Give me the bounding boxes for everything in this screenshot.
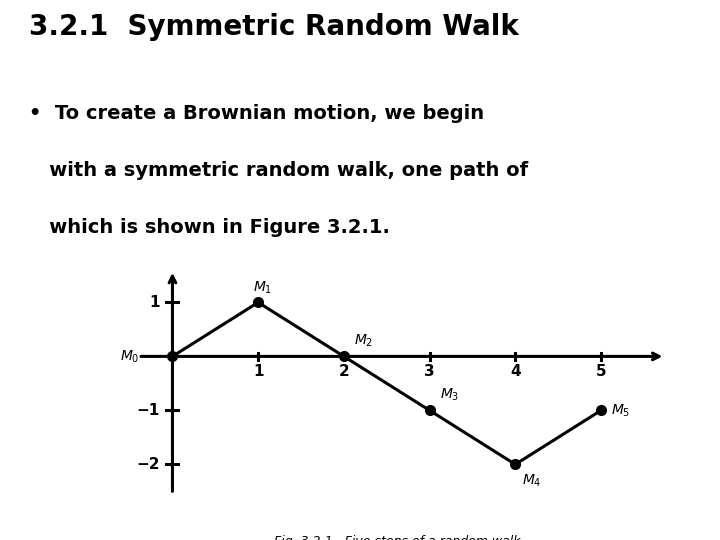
Point [167, 352, 179, 361]
Point [595, 406, 607, 415]
Text: 3.2.1  Symmetric Random Walk: 3.2.1 Symmetric Random Walk [29, 13, 518, 41]
Point [253, 298, 264, 307]
Text: −2: −2 [136, 457, 160, 472]
Point [510, 460, 521, 469]
Text: $M_3$: $M_3$ [440, 387, 459, 403]
Text: 4: 4 [510, 364, 521, 380]
Point [424, 406, 436, 415]
Text: with a symmetric random walk, one path of: with a symmetric random walk, one path o… [29, 161, 528, 180]
Text: 1: 1 [149, 295, 160, 310]
Text: 5: 5 [595, 364, 606, 380]
Text: 3: 3 [424, 364, 435, 380]
Text: •  To create a Brownian motion, we begin: • To create a Brownian motion, we begin [29, 104, 484, 123]
Text: 1: 1 [253, 364, 264, 380]
Text: 2: 2 [338, 364, 349, 380]
Text: which is shown in Figure 3.2.1.: which is shown in Figure 3.2.1. [29, 218, 390, 237]
Text: $M_4$: $M_4$ [522, 472, 541, 489]
Text: −1: −1 [136, 403, 160, 418]
Text: Fig. 3.2.1.  Five steps of a random walk.: Fig. 3.2.1. Five steps of a random walk. [274, 536, 525, 540]
Text: $M_1$: $M_1$ [253, 280, 272, 296]
Point [338, 352, 350, 361]
Text: $M_2$: $M_2$ [354, 333, 374, 349]
Text: $M_0$: $M_0$ [120, 348, 140, 364]
Text: $M_5$: $M_5$ [611, 402, 631, 418]
